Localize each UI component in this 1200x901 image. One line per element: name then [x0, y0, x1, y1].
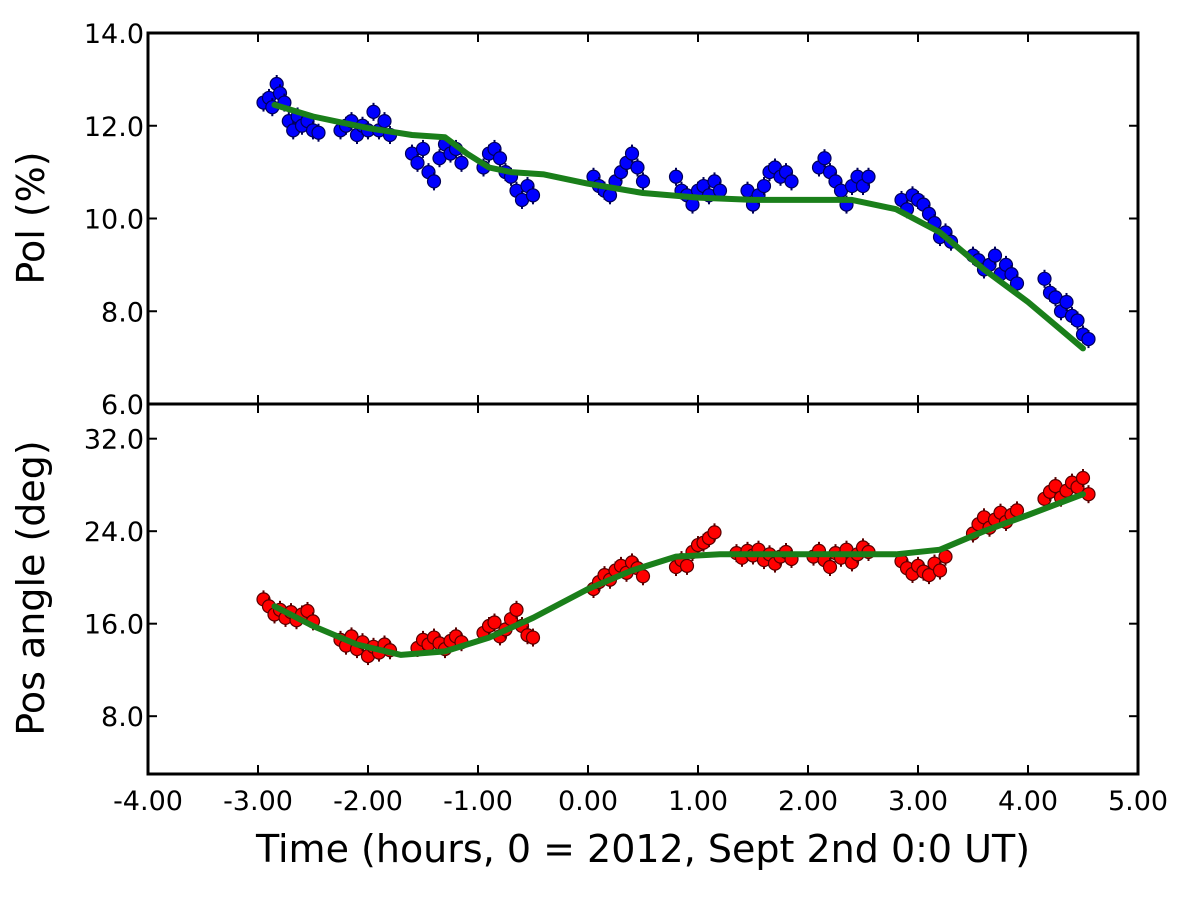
bottom-fit-line: [271, 491, 1086, 658]
bottom-x-tick-label: 5.00: [1108, 786, 1168, 817]
bottom-x-tick-label: 3.00: [888, 786, 948, 817]
top-data-point: [492, 151, 508, 166]
top-y-tick-label: 10.0: [84, 205, 144, 236]
top-y-tick-label: 14.0: [84, 19, 144, 50]
top-data-point: [525, 188, 541, 203]
top-data-point: [1070, 313, 1085, 328]
bottom-y-tick-label: 16.0: [84, 610, 144, 641]
top-data-point: [668, 169, 684, 184]
bottom-data-point: [707, 525, 722, 540]
bottom-data-point: [932, 563, 948, 578]
top-y-tick-label: 8.0: [101, 297, 144, 328]
top-data-point: [784, 174, 799, 189]
top-data-point: [426, 174, 442, 189]
top-data-point: [1009, 276, 1025, 291]
top-data-point: [1037, 271, 1052, 286]
top-data-point: [1081, 331, 1096, 347]
bottom-data-point: [635, 569, 651, 584]
top-data-point: [366, 104, 381, 119]
top-y-tick-label: 6.0: [101, 390, 144, 421]
bottom-data-point: [487, 615, 502, 630]
bottom-x-tick-label: -3.00: [223, 786, 293, 817]
top-data-point: [861, 169, 876, 184]
top-y-axis-label: Pol (%): [9, 151, 53, 284]
bottom-x-tick-label: -4.00: [113, 786, 183, 817]
bottom-x-tick-label: -2.00: [333, 786, 403, 817]
bottom-x-tick-label: -1.00: [443, 786, 513, 817]
bottom-x-tick-label: 0.00: [558, 786, 618, 817]
bottom-y-tick-label: 32.0: [84, 425, 144, 456]
x-axis-label: Time (hours, 0 = 2012, Sept 2nd 0:0 UT): [255, 827, 1030, 871]
top-y-tick-label: 12.0: [84, 112, 144, 143]
top-data-point: [635, 174, 651, 189]
bottom-y-tick-label: 8.0: [101, 702, 144, 733]
bottom-x-tick-label: 1.00: [668, 786, 728, 817]
bottom-x-tick-label: 2.00: [778, 786, 838, 817]
top-panel: 6.0 8.0 10.0 12.0 14.0: [84, 19, 1140, 421]
top-data-point: [1059, 294, 1074, 310]
bottom-data-point: [1075, 470, 1091, 486]
top-data-point: [630, 160, 645, 175]
top-fit-line: [271, 101, 1086, 352]
top-data-point: [712, 183, 728, 198]
bottom-data-point: [679, 558, 695, 573]
top-data-point: [987, 248, 1003, 263]
bottom-plot-frame: [146, 402, 1140, 776]
bottom-y-tick-label: 24.0: [84, 517, 144, 548]
top-data-point: [817, 151, 832, 166]
bottom-panel: -4.00 -3.00 -2.00 -1.00 0.00 1.00 2.00 3.00 4.00…: [84, 402, 1168, 817]
top-data-point: [454, 155, 469, 170]
top-plot-frame: [146, 31, 1140, 406]
top-data-point: [756, 178, 772, 194]
bottom-data-point: [509, 602, 524, 617]
top-data-point: [377, 114, 392, 129]
top-data-point: [415, 141, 431, 157]
bottom-y-axis-label: Pos angle (deg): [9, 440, 53, 735]
top-data-point: [410, 155, 425, 170]
bottom-data-point: [822, 559, 838, 575]
bottom-x-tick-label: 4.00: [998, 786, 1058, 817]
top-data-point: [311, 125, 326, 140]
bottom-data-point: [525, 630, 541, 645]
top-data-point: [624, 146, 640, 161]
